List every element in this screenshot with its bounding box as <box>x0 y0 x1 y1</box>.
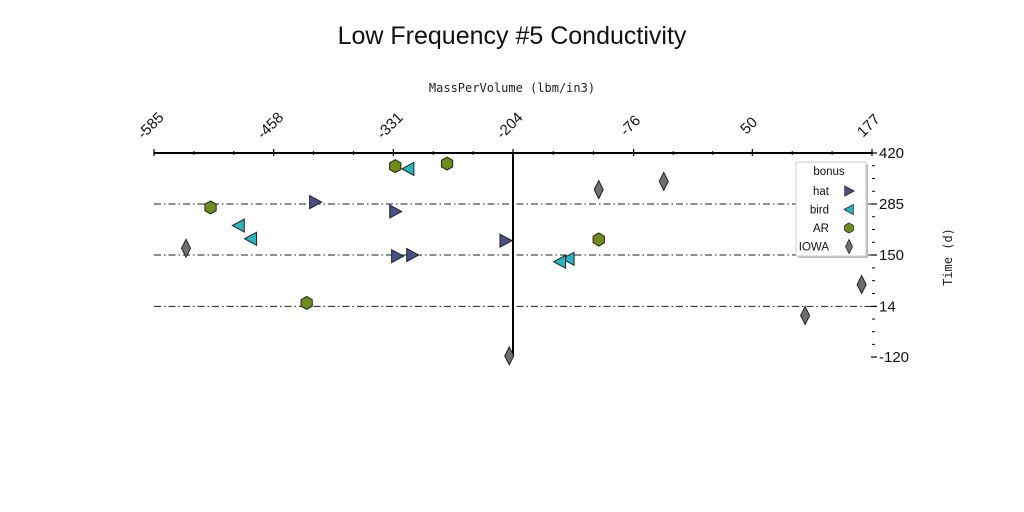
y-tick-label: 150 <box>879 247 904 264</box>
point-bird <box>552 254 567 270</box>
legend-marker-iowa <box>845 238 853 255</box>
legend-label-bird: bird <box>810 205 829 217</box>
point-iowa <box>593 179 604 200</box>
y-tick-label: 285 <box>879 196 904 213</box>
x-tick-label: -76 <box>617 112 644 139</box>
y-axis-label: Time (d) <box>941 228 955 286</box>
legend-label-hat: hat <box>813 186 830 198</box>
point-hat <box>406 247 420 263</box>
x-axis-label: MassPerVolume (lbm/in3) <box>429 81 595 95</box>
legend-marker-hat <box>844 185 855 197</box>
y-tick-label: 420 <box>879 145 904 162</box>
point-hat <box>499 233 514 248</box>
point-ar <box>592 232 605 247</box>
data-points <box>180 156 867 366</box>
point-iowa <box>658 171 669 192</box>
point-iowa <box>856 274 867 295</box>
point-iowa <box>180 238 192 259</box>
legend-label-iowa: IOWA <box>799 242 830 254</box>
point-bird <box>400 161 415 177</box>
x-tick-label: -204 <box>493 109 526 142</box>
point-hat <box>389 204 403 219</box>
point-ar <box>204 200 217 215</box>
legend: bonus hat bird AR IOWA <box>795 161 868 258</box>
x-tick-label: -585 <box>134 109 167 142</box>
legend-marker-bird <box>843 203 854 216</box>
x-tick-label: -458 <box>254 109 287 142</box>
x-tick-label: 50 <box>737 114 761 138</box>
point-ar <box>389 159 402 174</box>
point-hat <box>391 248 405 264</box>
point-ar <box>440 156 454 171</box>
point-bird <box>561 251 575 267</box>
y-tick-label: -120 <box>879 349 909 366</box>
point-ar <box>300 295 313 311</box>
point-hat <box>309 194 323 210</box>
legend-marker-ar <box>844 222 854 234</box>
legend-box <box>795 161 867 257</box>
point-iowa <box>800 305 811 326</box>
chart-title: Low Frequency #5 Conductivity <box>338 22 687 50</box>
x-tick-label: -331 <box>374 109 407 142</box>
y-tick-label: 14 <box>879 298 896 315</box>
point-iowa <box>504 345 515 366</box>
x-tick-label: 177 <box>854 111 884 141</box>
legend-label-ar: AR <box>813 223 829 235</box>
legend-title: bonus <box>813 166 845 178</box>
point-bird <box>243 231 258 247</box>
point-bird <box>231 218 245 233</box>
